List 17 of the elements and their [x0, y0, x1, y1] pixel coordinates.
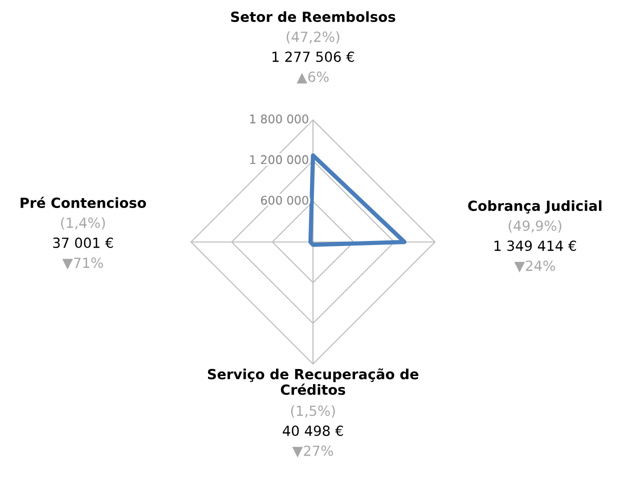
text: 1 349 414 €: [494, 240, 576, 252]
text: 37 001 €: [53, 238, 113, 248]
spoke-label: Pré Contencioso: [20, 196, 146, 208]
spoke-label: Cobrança Judicial: [468, 200, 602, 214]
y-tick-label: 1 800 000: [250, 114, 308, 124]
text: ▼24%: [514, 260, 556, 273]
text: ▲6%: [296, 72, 329, 84]
spoke-label: Serviço de Recuperação de Créditos: [208, 368, 418, 395]
text: ▼71%: [62, 258, 104, 270]
text: (47,2%): [286, 31, 340, 44]
text: (49,9%): [508, 220, 562, 233]
text: (1,4%): [61, 217, 105, 230]
text: 1 277 506 €: [272, 52, 354, 62]
text: ▼27%: [292, 446, 334, 458]
text: (1,5%): [291, 405, 335, 418]
text: 40 498 €: [282, 426, 343, 436]
spoke-label: Setor de Reembolsos: [231, 11, 396, 22]
